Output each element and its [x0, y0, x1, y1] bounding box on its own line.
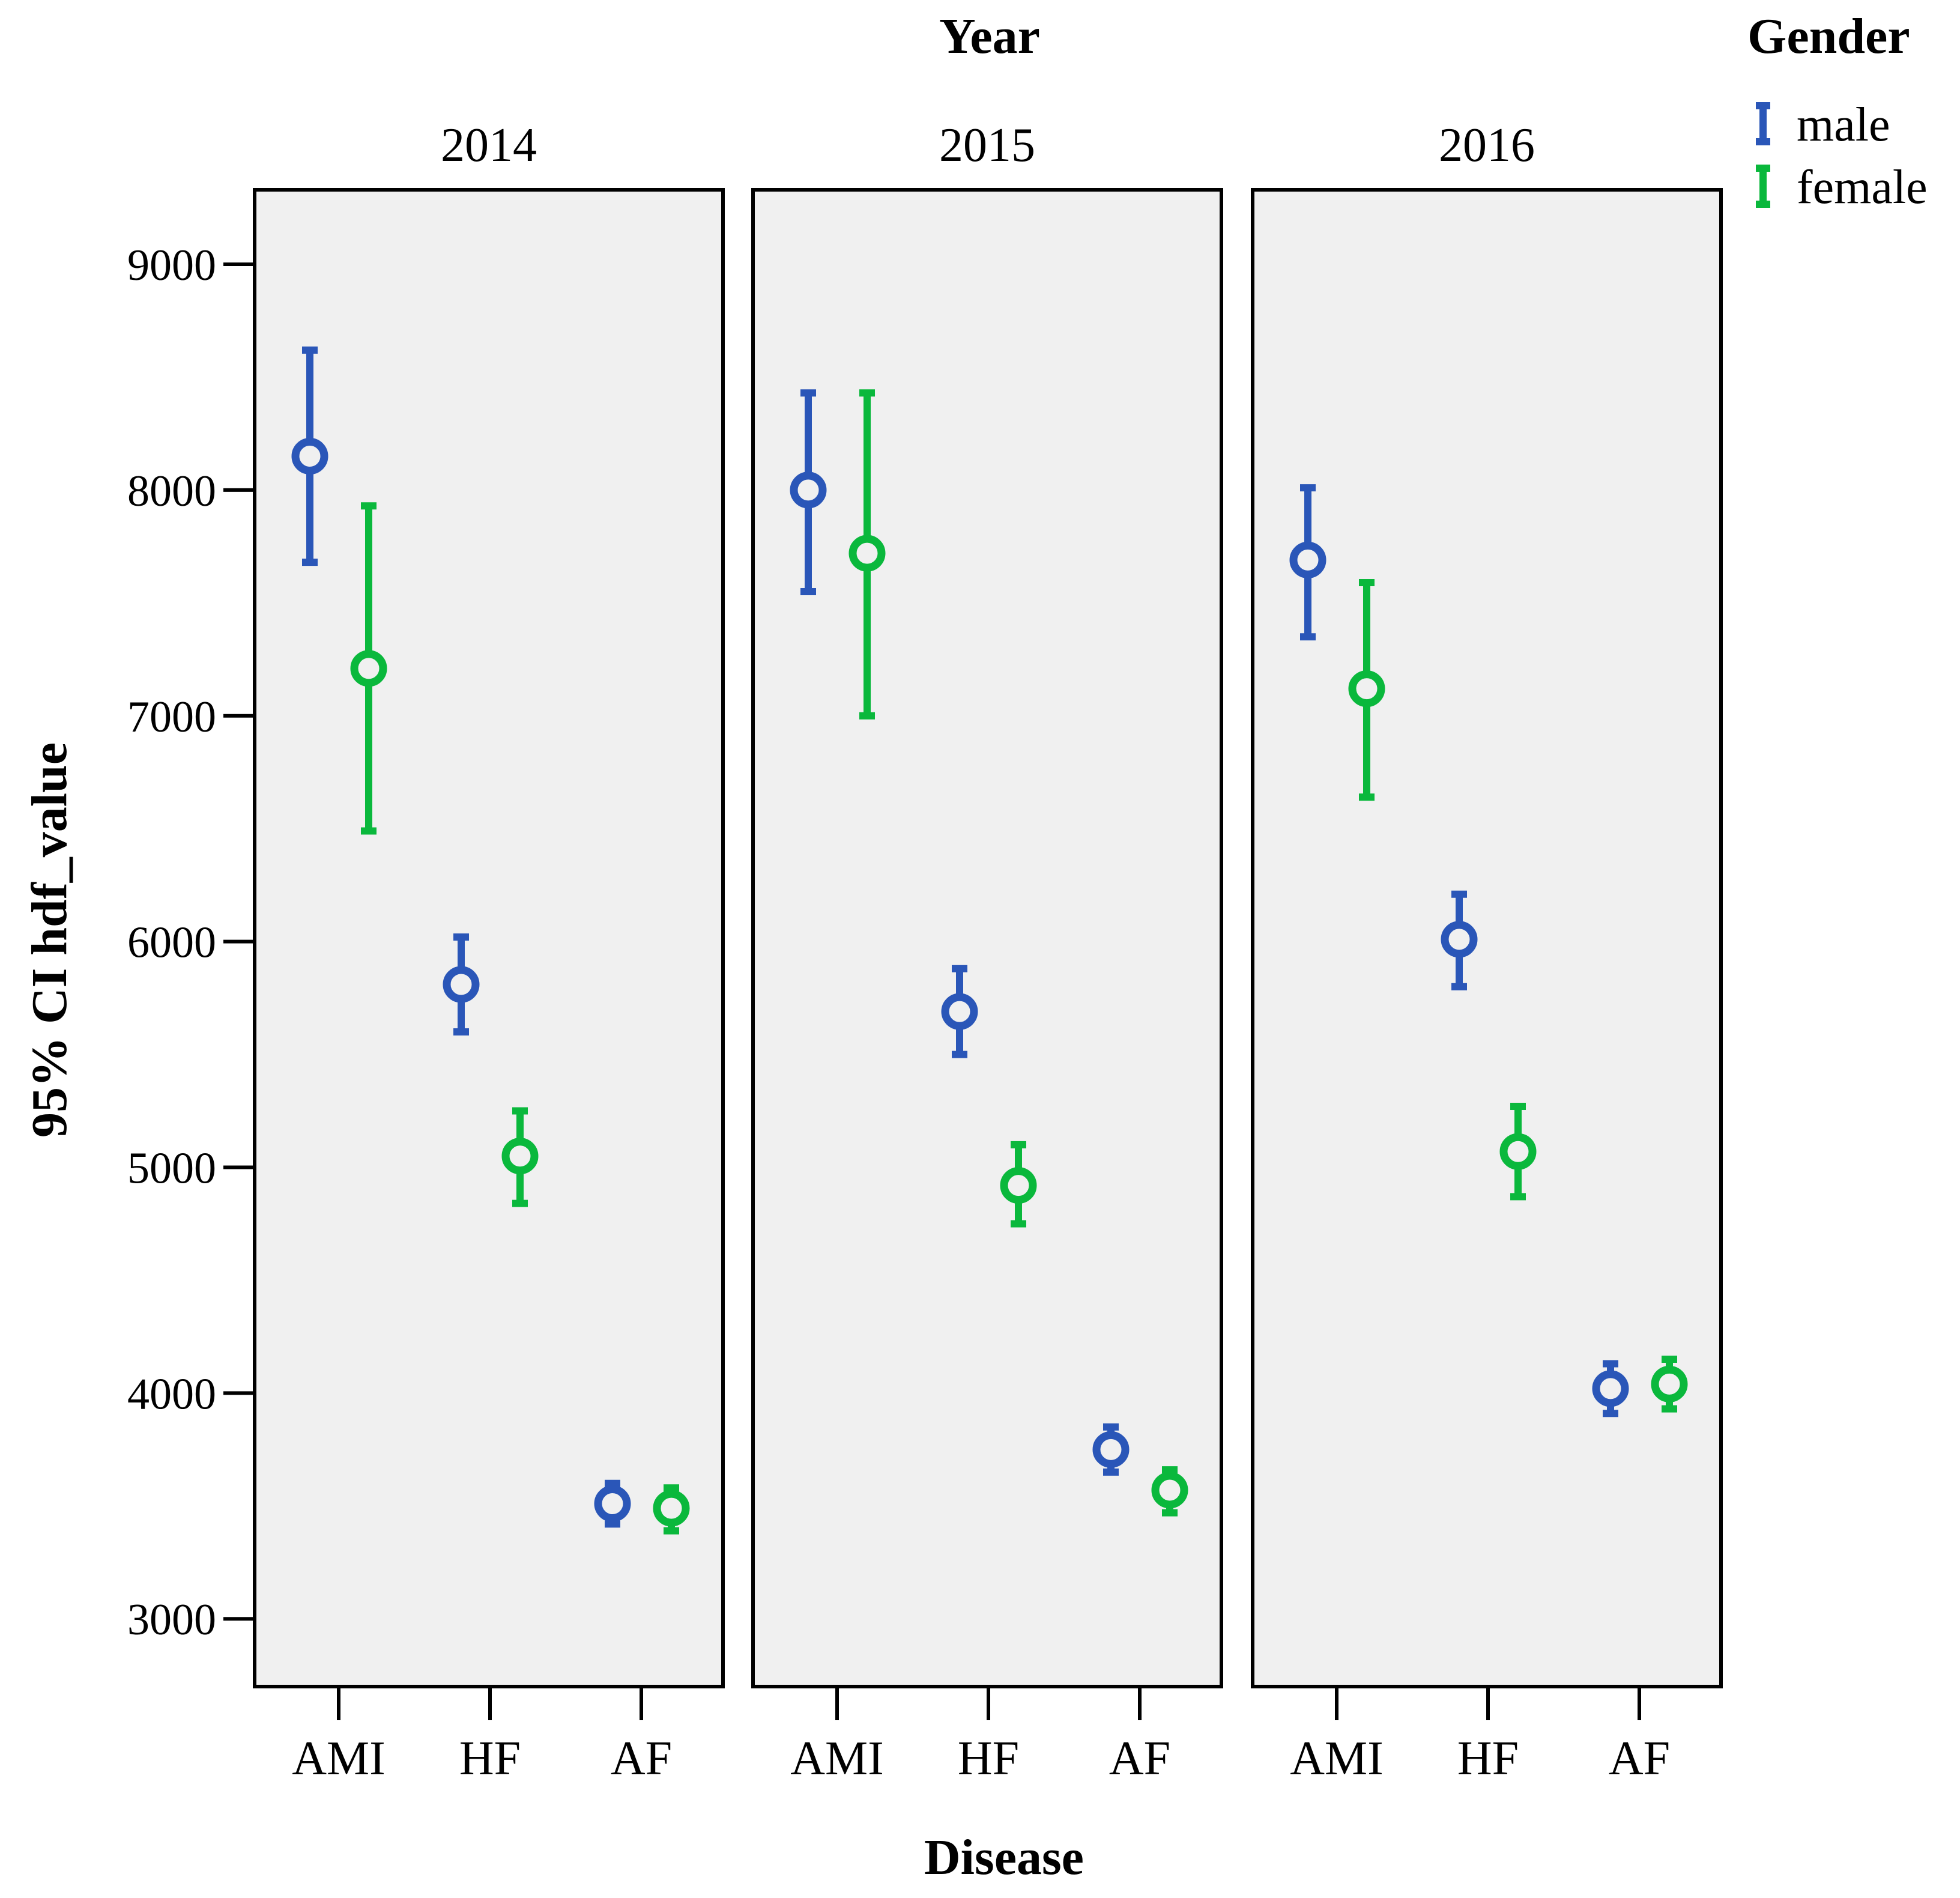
- x-tick-label: AF: [1609, 1732, 1670, 1785]
- legend-title: Gender: [1747, 8, 1910, 64]
- error-bar-female-AF: [1151, 1466, 1188, 1517]
- error-bar-female-AMI: [1348, 579, 1385, 801]
- mean-point: [1151, 1472, 1188, 1509]
- x-tick-label: AMI: [1290, 1732, 1384, 1785]
- panel-frame: [1251, 188, 1723, 1688]
- y-tick-label: 3000: [127, 1595, 216, 1645]
- panels-group: 2014 AMI HF AF 2015 AMI HF AF 2016 AMI HF AF: [253, 119, 1723, 1785]
- y-tick-label: 4000: [127, 1369, 216, 1419]
- error-bar-male-AMI: [790, 389, 827, 596]
- mean-point: [1289, 541, 1326, 578]
- y-tick-label: 5000: [127, 1144, 216, 1193]
- error-bar-female-HF: [1499, 1103, 1537, 1201]
- error-bar-male-HF: [1441, 890, 1478, 990]
- y-tick-label: 9000: [127, 241, 216, 290]
- panel-label: 2014: [441, 119, 537, 172]
- legend: male female: [1756, 99, 1928, 214]
- panel-title: Year: [939, 8, 1040, 64]
- legend-label: female: [1797, 161, 1928, 214]
- error-bar-male-HF: [443, 933, 480, 1035]
- x-tick-label: HF: [459, 1732, 521, 1785]
- mean-point: [501, 1138, 539, 1175]
- legend-item-male: male: [1756, 99, 1890, 151]
- y-tick-label: 6000: [127, 918, 216, 968]
- error-bar-male-AF: [1592, 1360, 1629, 1417]
- mean-point: [1092, 1431, 1130, 1468]
- mean-point: [291, 438, 328, 475]
- error-bar-male-AMI: [291, 346, 328, 566]
- error-bar-female-AF: [653, 1484, 690, 1535]
- error-bar-male-AMI: [1289, 484, 1326, 641]
- error-bar-male-AF: [594, 1479, 631, 1528]
- mean-point: [653, 1490, 690, 1527]
- y-tick-label: 7000: [127, 693, 216, 742]
- panel-2014: 2014 AMI HF AF: [253, 119, 725, 1785]
- x-tick-label: AMI: [292, 1732, 386, 1785]
- panel-2015: 2015 AMI HF AF: [751, 119, 1223, 1785]
- x-tick-label: AMI: [790, 1732, 884, 1785]
- mean-point: [1441, 921, 1478, 958]
- mean-point: [1348, 670, 1385, 708]
- mean-point: [1592, 1370, 1629, 1407]
- panel-frame: [751, 188, 1223, 1688]
- x-axis-label: Disease: [924, 1830, 1084, 1885]
- panel-2016: 2016 AMI HF AF: [1251, 119, 1723, 1785]
- x-tick-label: AF: [1109, 1732, 1170, 1785]
- legend-item-female: female: [1756, 161, 1928, 214]
- error-bar-female-HF: [501, 1107, 539, 1207]
- x-tick-label: HF: [958, 1732, 1019, 1785]
- error-bar-male-HF: [941, 965, 978, 1058]
- error-bar-male-AF: [1092, 1423, 1130, 1476]
- mean-point: [1499, 1133, 1537, 1170]
- error-bar-female-AMI: [848, 389, 886, 720]
- mean-point: [594, 1485, 631, 1523]
- y-tick-label: 8000: [127, 467, 216, 516]
- x-tick-label: AF: [611, 1732, 672, 1785]
- mean-point: [790, 471, 827, 509]
- error-bar-female-AMI: [350, 502, 387, 835]
- x-tick-label: HF: [1457, 1732, 1519, 1785]
- legend-label: male: [1797, 99, 1890, 151]
- y-axis: 3000 4000 5000 6000 7000 8000 9000: [127, 241, 255, 1645]
- y-axis-label: 95% CI hdf_value: [22, 742, 77, 1138]
- mean-point: [941, 993, 978, 1030]
- panel-frame: [253, 188, 725, 1688]
- mean-point: [350, 650, 387, 687]
- error-bar-female-AF: [1651, 1355, 1688, 1413]
- error-bar-female-HF: [1000, 1141, 1037, 1228]
- mean-point: [848, 535, 886, 572]
- mean-point: [443, 966, 480, 1003]
- mean-point: [1000, 1167, 1037, 1204]
- panel-label: 2016: [1439, 119, 1535, 172]
- panel-label: 2015: [939, 119, 1035, 172]
- mean-point: [1651, 1365, 1688, 1402]
